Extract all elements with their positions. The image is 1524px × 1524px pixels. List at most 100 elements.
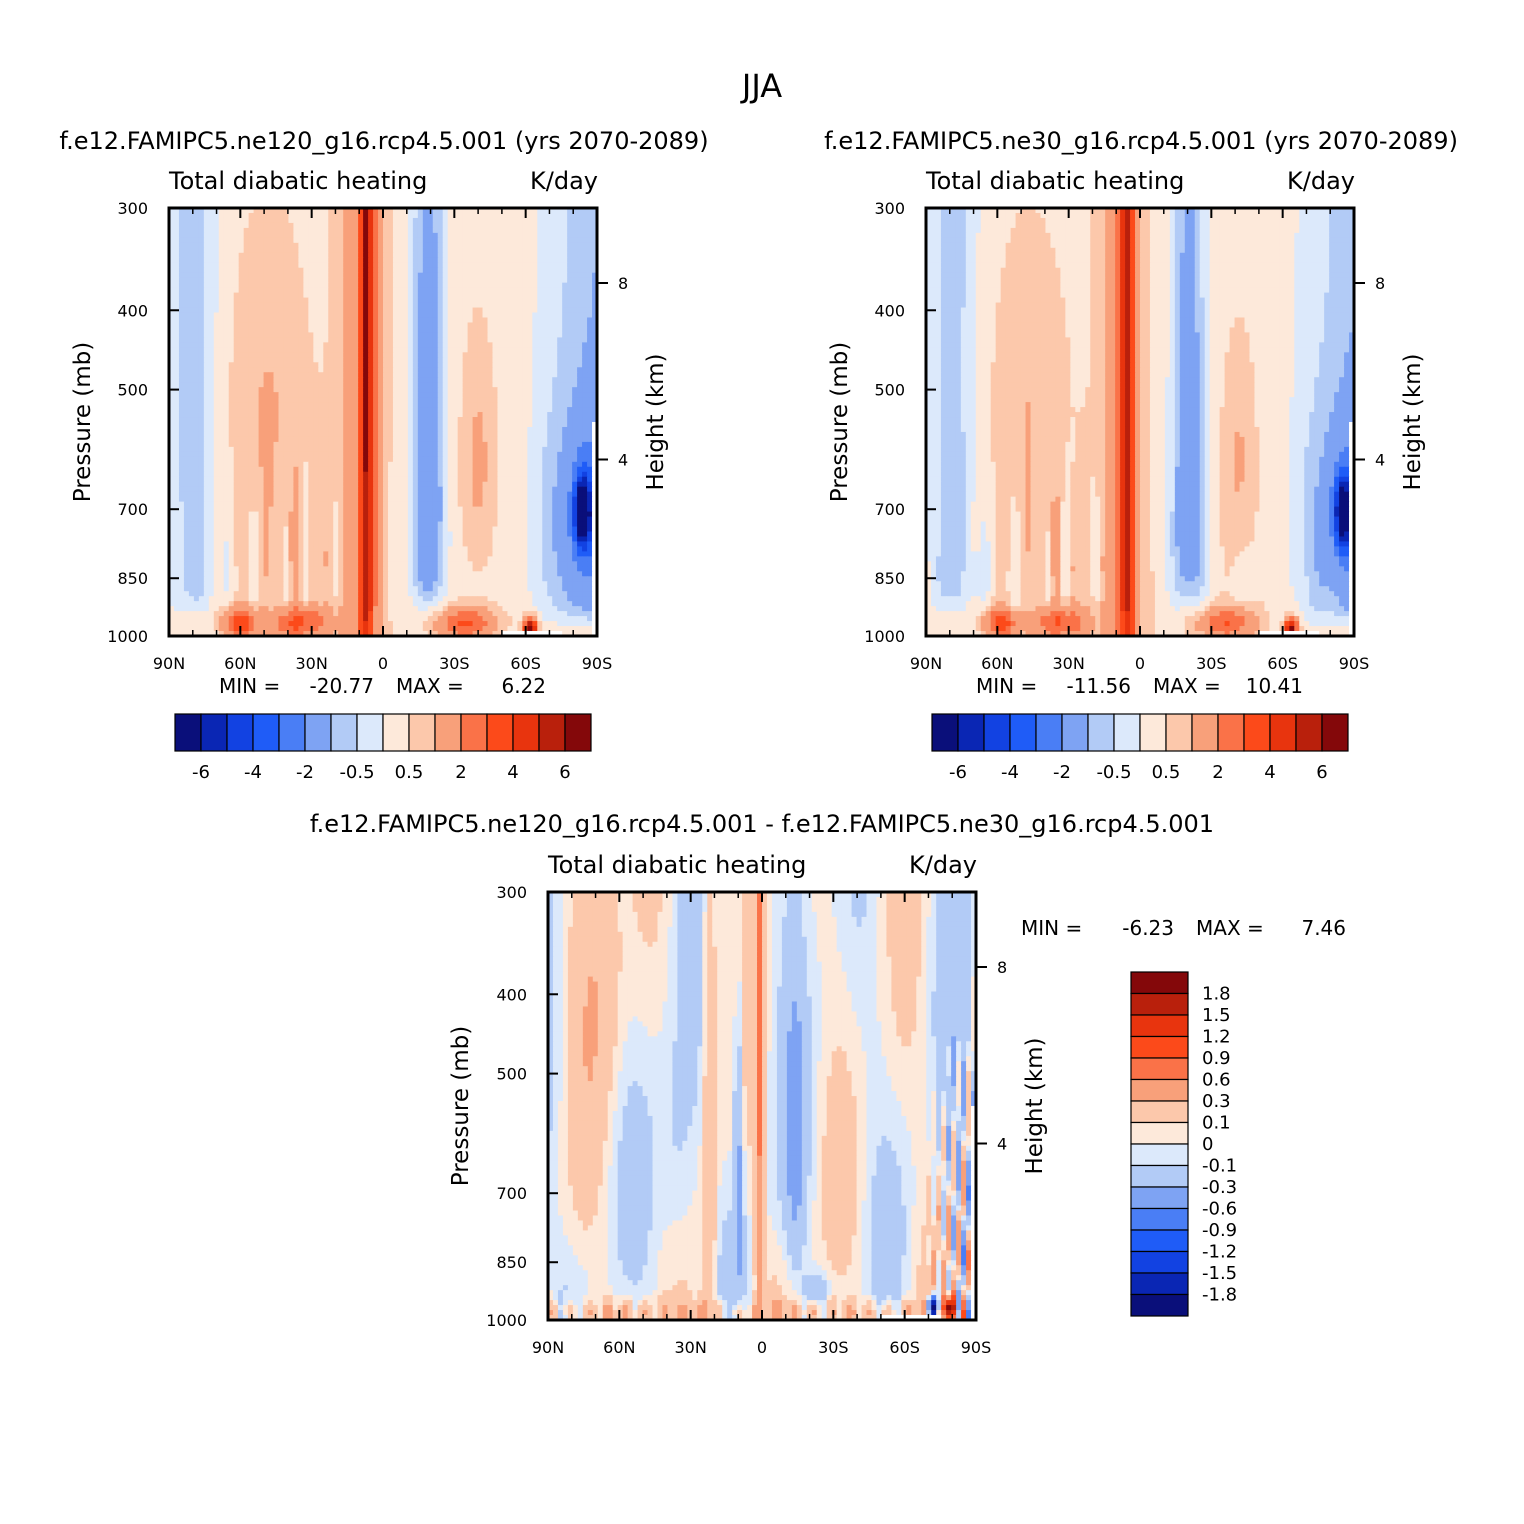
contour-cell (378, 312, 384, 319)
contour-cell (183, 332, 190, 338)
contour-cell (233, 307, 240, 314)
contour-cell (238, 217, 245, 224)
contour-cell (587, 436, 593, 443)
contour-cell (407, 431, 414, 438)
contour-cell (198, 476, 205, 483)
contour-cell (552, 461, 558, 468)
contour-cell (522, 426, 528, 433)
contour-cell (243, 277, 250, 284)
contour-cell (537, 446, 543, 453)
contour-cell (587, 302, 593, 309)
contour-cell (532, 362, 538, 368)
contour-cell (378, 217, 384, 224)
contour-cell (452, 327, 459, 334)
contour-cell (572, 402, 578, 408)
contour-cell (587, 252, 593, 259)
contour-cell (552, 217, 558, 224)
contour-cell (193, 292, 200, 299)
contour-cell (527, 451, 533, 458)
contour-cell (592, 422, 598, 428)
contour-cell (562, 292, 568, 299)
contour-cell (517, 222, 523, 229)
contour-cell (343, 352, 349, 358)
contour-cell (338, 272, 344, 279)
contour-cell (387, 412, 394, 418)
contour-cell (263, 481, 270, 488)
contour-cell (268, 327, 275, 334)
contour-cell (577, 217, 583, 224)
contour-cell (522, 292, 528, 299)
contour-cell (173, 208, 180, 214)
contour-cell (472, 232, 479, 239)
contour-cell (208, 222, 215, 229)
contour-cell (243, 337, 250, 343)
contour-cell (333, 292, 339, 299)
contour-cell (273, 407, 280, 413)
contour-cell (552, 252, 558, 259)
contour-cell (472, 287, 479, 294)
contour-cell (268, 422, 275, 428)
contour-cell (248, 367, 255, 373)
contour-cell (268, 431, 275, 438)
contour-cell (278, 282, 285, 289)
contour-cell (348, 297, 354, 304)
contour-cell (258, 287, 265, 294)
contour-cell (467, 312, 474, 319)
contour-cell (417, 402, 424, 408)
contour-cell (432, 367, 439, 373)
contour-cell (343, 367, 349, 373)
contour-cell (258, 282, 265, 289)
contour-cell (298, 412, 304, 418)
contour-cell (228, 267, 235, 274)
contour-cell (417, 456, 424, 463)
contour-cell (437, 471, 444, 478)
contour-cell (378, 208, 384, 214)
contour-cell (492, 397, 499, 403)
contour-cell (293, 441, 299, 448)
contour-cell (178, 486, 185, 493)
contour-cell (402, 387, 409, 393)
contour-cell (233, 352, 240, 358)
contour-cell (169, 352, 175, 358)
contour-cell (512, 327, 518, 334)
contour-cell (387, 407, 394, 413)
contour-cell (487, 402, 494, 408)
contour-cell (288, 441, 295, 448)
contour-cell (323, 262, 329, 269)
contour-cell (173, 471, 180, 478)
contour-cell (228, 377, 235, 383)
contour-cell (268, 277, 275, 284)
contour-cell (188, 257, 195, 264)
contour-cell (457, 287, 464, 294)
contour-cell (248, 217, 255, 224)
contour-cell (442, 212, 449, 219)
contour-cell (273, 292, 280, 299)
contour-cell (407, 247, 414, 254)
contour-cell (497, 232, 504, 239)
contour-cell (547, 227, 553, 234)
contour-cell (472, 272, 479, 279)
contour-cell (547, 252, 553, 259)
contour-cell (427, 247, 434, 254)
contour-cell (308, 377, 314, 383)
contour-cell (213, 302, 220, 309)
contour-cell (492, 426, 499, 433)
contour-cell (387, 257, 394, 264)
contour-cell (557, 471, 563, 478)
contour-cell (248, 277, 255, 284)
contour-cell (169, 476, 175, 483)
contour-cell (238, 222, 245, 229)
contour-cell (537, 222, 543, 229)
contour-cell (477, 267, 484, 274)
contour-cell (422, 292, 429, 299)
contour-cell (492, 431, 499, 438)
contour-cell (323, 208, 329, 214)
contour-cell (582, 412, 588, 418)
contour-cell (442, 407, 449, 413)
contour-cell (198, 222, 205, 229)
contour-cell (213, 481, 220, 488)
contour-cell (353, 332, 359, 338)
contour-cell (497, 446, 504, 453)
contour-cell (223, 282, 230, 289)
contour-cell (547, 272, 553, 279)
